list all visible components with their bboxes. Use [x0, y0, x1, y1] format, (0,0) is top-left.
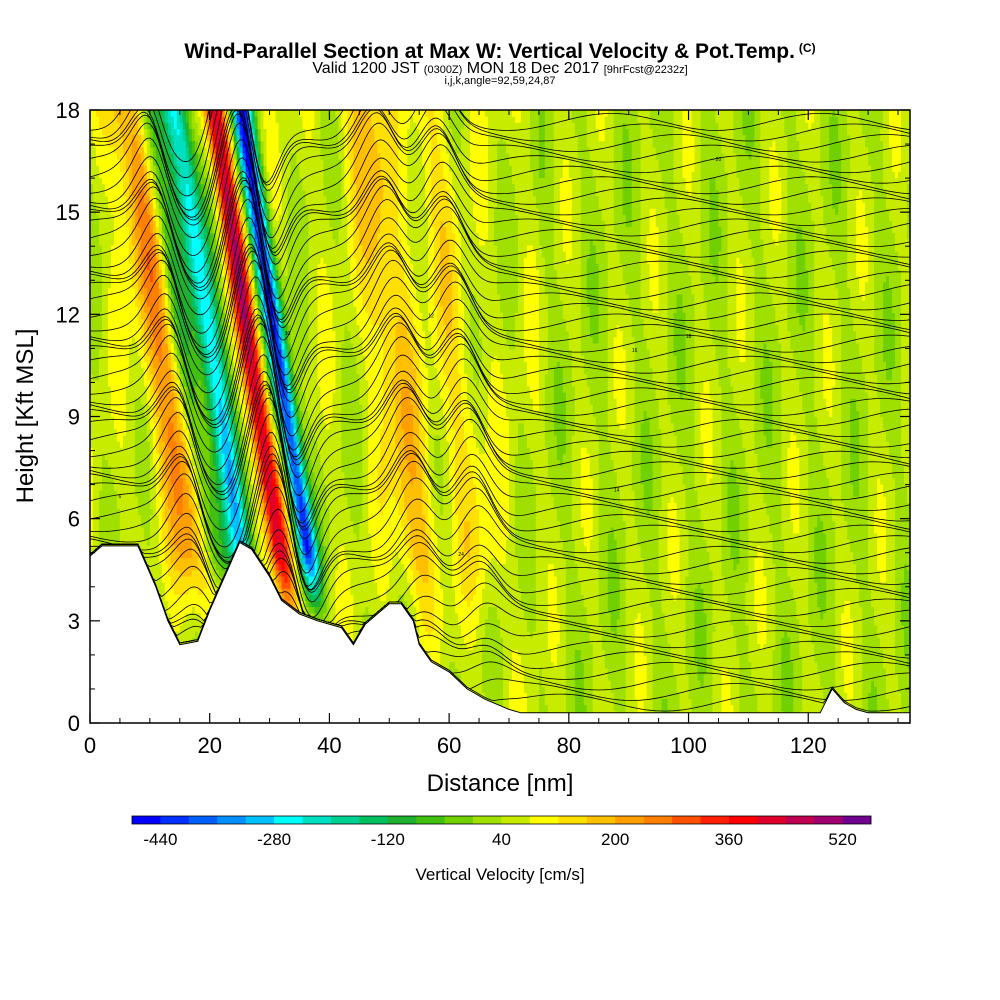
cross-section-chart: 681012141618202224 0 20 40 60 80 100 120036912…	[0, 0, 1000, 1000]
